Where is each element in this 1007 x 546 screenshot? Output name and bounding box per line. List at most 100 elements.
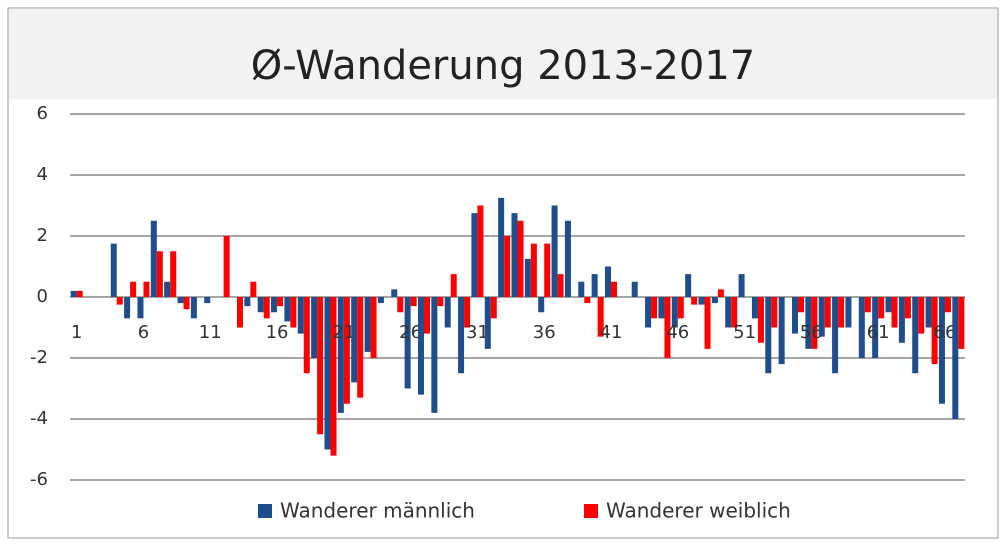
- bar: [944, 297, 951, 313]
- bar: [183, 297, 190, 310]
- bar: [578, 281, 585, 297]
- bar: [130, 281, 137, 297]
- y-tick-label: 6: [37, 103, 48, 124]
- bar: [711, 297, 718, 304]
- bar: [170, 251, 177, 297]
- bar: [631, 281, 638, 297]
- bar: [236, 297, 243, 328]
- bar: [938, 297, 945, 404]
- bar: [832, 297, 839, 374]
- bar: [811, 297, 818, 349]
- bar: [778, 297, 785, 365]
- x-tick-label: 6: [138, 322, 149, 343]
- bar: [872, 297, 879, 358]
- bar: [604, 266, 612, 297]
- bar: [250, 281, 257, 297]
- x-tick-label: 51: [733, 322, 756, 343]
- bar: [838, 297, 845, 328]
- bar: [357, 297, 364, 398]
- bar: [471, 213, 478, 297]
- y-tick-label: 0: [37, 286, 48, 307]
- bar: [317, 297, 324, 435]
- bar: [544, 243, 551, 297]
- bar: [645, 297, 652, 328]
- bar: [343, 297, 350, 404]
- bar: [156, 251, 163, 297]
- bar: [190, 297, 197, 319]
- bar: [423, 297, 431, 334]
- bar: [925, 297, 932, 328]
- x-tick-label: 21: [332, 322, 355, 343]
- bar: [464, 297, 471, 328]
- x-tick-label: 41: [600, 322, 623, 343]
- bar: [677, 297, 684, 319]
- bar: [397, 297, 404, 313]
- bar: [824, 297, 831, 328]
- bar: [477, 205, 484, 297]
- bar: [164, 281, 171, 297]
- bar: [244, 297, 251, 307]
- bar: [524, 258, 531, 297]
- bar: [731, 297, 738, 328]
- bar: [952, 297, 959, 419]
- bar: [591, 274, 598, 297]
- bar: [410, 297, 417, 307]
- bar: [918, 297, 925, 334]
- bar: [271, 297, 278, 313]
- bar: [958, 297, 965, 349]
- x-tick-label: 11: [199, 322, 222, 343]
- legend-swatch: [584, 504, 598, 518]
- bar: [504, 236, 511, 297]
- bar: [290, 297, 297, 328]
- bar: [584, 297, 591, 304]
- bar: [498, 197, 505, 297]
- bar: [717, 289, 724, 297]
- bar: [458, 297, 465, 374]
- bar: [124, 297, 131, 319]
- bar: [450, 274, 457, 297]
- bar: [404, 297, 411, 389]
- bar: [818, 297, 825, 337]
- bar: [137, 297, 144, 319]
- bar: [878, 297, 885, 319]
- x-tick-label: 26: [399, 322, 422, 343]
- bar: [417, 297, 424, 395]
- bar: [538, 297, 545, 313]
- bar: [597, 297, 604, 337]
- bar: [557, 274, 564, 297]
- bar: [858, 297, 865, 358]
- bar: [263, 297, 270, 319]
- x-tick-label: 31: [466, 322, 489, 343]
- bar: [324, 297, 331, 450]
- bar: [671, 297, 678, 328]
- y-tick-label: -2: [30, 347, 48, 368]
- legend-swatch: [258, 504, 272, 518]
- bar: [284, 297, 291, 322]
- bar: [898, 297, 905, 343]
- bar: [311, 297, 318, 358]
- bar: [611, 281, 618, 297]
- bar: [685, 274, 692, 297]
- bar: [484, 297, 491, 349]
- bar: [771, 297, 778, 328]
- bar: [297, 297, 304, 334]
- y-tick-label: 4: [37, 164, 48, 185]
- bar: [698, 297, 705, 305]
- bar: [377, 297, 384, 304]
- bar: [664, 297, 671, 358]
- bar: [798, 297, 805, 313]
- bar: [651, 297, 658, 319]
- bar: [204, 297, 211, 304]
- y-tick-label: -4: [30, 408, 48, 429]
- bar: [303, 297, 310, 374]
- bar: [845, 297, 852, 328]
- bar: [223, 236, 230, 297]
- bar: [904, 297, 911, 319]
- bar: [76, 290, 83, 297]
- bar: [891, 297, 898, 328]
- chart-title: Ø-Wanderung 2013-2017: [251, 43, 755, 89]
- legend-label: Wanderer männlich: [280, 499, 475, 523]
- bar: [70, 290, 77, 297]
- bar: [337, 297, 344, 413]
